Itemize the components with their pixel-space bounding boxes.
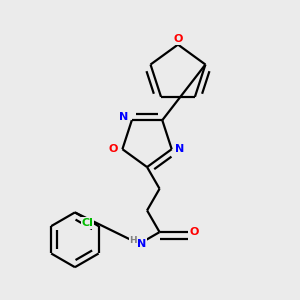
Text: N: N (137, 239, 146, 249)
Text: O: O (189, 227, 199, 237)
Text: O: O (173, 34, 183, 44)
Text: O: O (109, 144, 118, 154)
Text: N: N (175, 144, 184, 154)
Text: H: H (130, 236, 137, 245)
Text: N: N (119, 112, 128, 122)
Text: Cl: Cl (82, 218, 93, 228)
